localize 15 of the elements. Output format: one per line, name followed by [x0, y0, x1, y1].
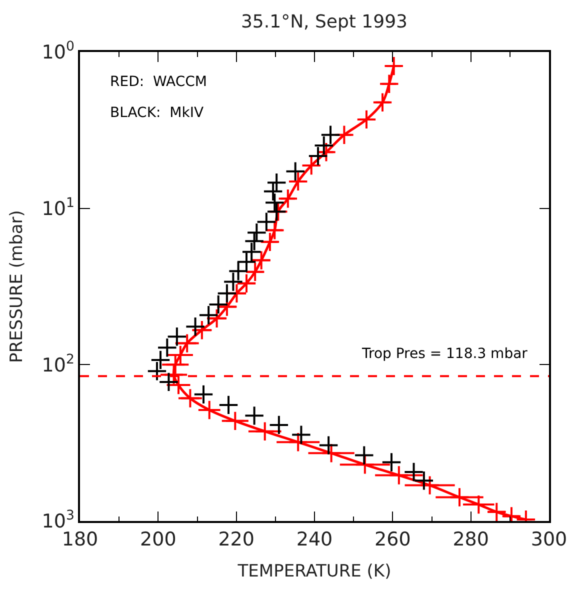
- annotation: BLACK: MkIV: [110, 105, 204, 121]
- x-tick-label: 220: [218, 528, 254, 551]
- y-tick-label: 10$^{1}$: [42, 196, 74, 220]
- annotation: RED: WACCM: [110, 74, 208, 90]
- y-tick-label: 10$^{0}$: [42, 40, 74, 64]
- x-tick-label: 200: [140, 528, 176, 551]
- x-tick-label: 240: [296, 528, 333, 551]
- ref-line-label: Trop Pres = 118.3 mbar: [361, 346, 528, 362]
- chart-title: 35.1°N, Sept 1993: [240, 11, 408, 32]
- x-tick-label: 280: [452, 528, 489, 551]
- y-tick-label: 10$^{2}$: [42, 352, 74, 376]
- x-tick-label: 260: [374, 528, 411, 551]
- x-axis-title: TEMPERATURE (K): [236, 561, 392, 582]
- x-tick-label: 300: [530, 528, 568, 551]
- y-axis-title: PRESSURE (mbar): [6, 210, 27, 363]
